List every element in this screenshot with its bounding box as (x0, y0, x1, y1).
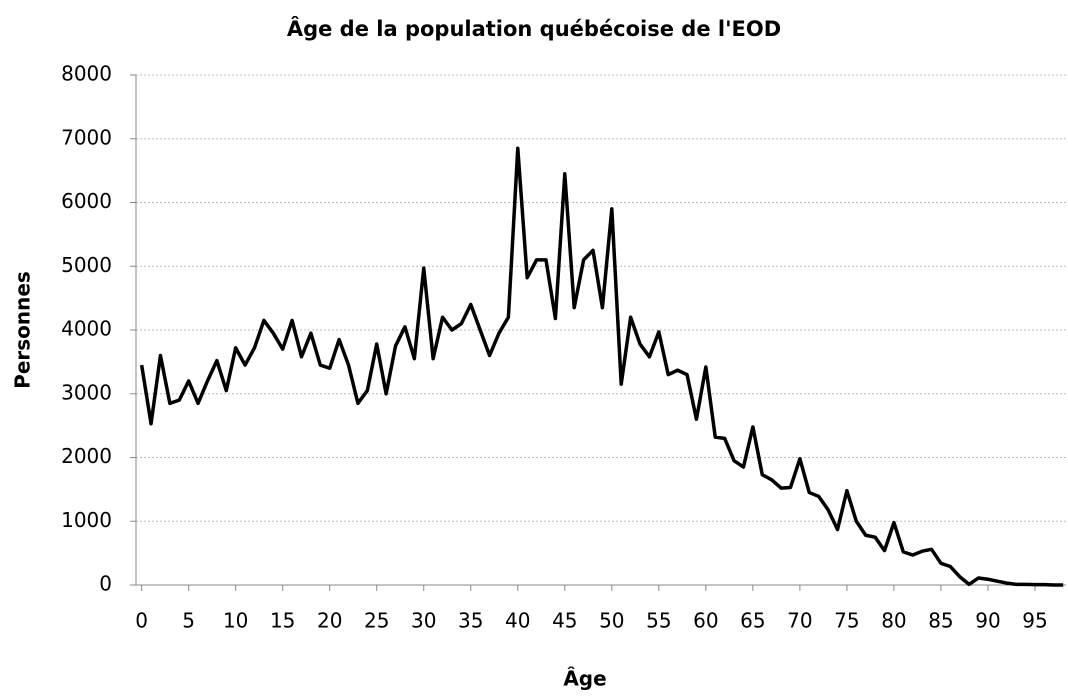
x-tick-label: 60 (693, 609, 718, 633)
y-tick-label: 0 (99, 572, 112, 596)
y-tick-label: 7000 (61, 125, 112, 149)
x-axis-title: Âge (563, 667, 606, 691)
x-tick-label: 70 (787, 609, 812, 633)
y-tick-label: 3000 (61, 380, 112, 404)
x-tick-label: 40 (505, 609, 530, 633)
x-tick-label: 25 (364, 609, 389, 633)
x-tick-label: 20 (317, 609, 342, 633)
x-tick-label: 65 (740, 609, 765, 633)
x-tick-label: 10 (223, 609, 248, 633)
y-tick-label: 4000 (61, 317, 112, 341)
data-line (139, 146, 1064, 587)
y-tick-label: 2000 (61, 444, 112, 468)
x-tick-label: 95 (1022, 609, 1047, 633)
x-tick-label: 75 (834, 609, 859, 633)
x-tick-label: 35 (458, 609, 483, 633)
x-tick-label: 85 (928, 609, 953, 633)
x-tick-label: 50 (599, 609, 624, 633)
y-tick-label: 8000 (61, 62, 112, 86)
x-tick-label: 55 (646, 609, 671, 633)
x-tick-label: 80 (881, 609, 906, 633)
x-tick-label: 30 (411, 609, 436, 633)
x-tick-label: 15 (270, 609, 295, 633)
y-axis-title: Personnes (11, 271, 35, 389)
y-tick-label: 5000 (61, 253, 112, 277)
x-tick-label: 90 (975, 609, 1000, 633)
x-tick-label: 0 (135, 609, 148, 633)
chart-title: Âge de la population québécoise de l'EOD (287, 16, 781, 41)
x-tick-label: 5 (182, 609, 195, 633)
x-tick-label: 45 (552, 609, 577, 633)
y-tick-label: 1000 (61, 508, 112, 532)
y-tick-label: 6000 (61, 189, 112, 213)
